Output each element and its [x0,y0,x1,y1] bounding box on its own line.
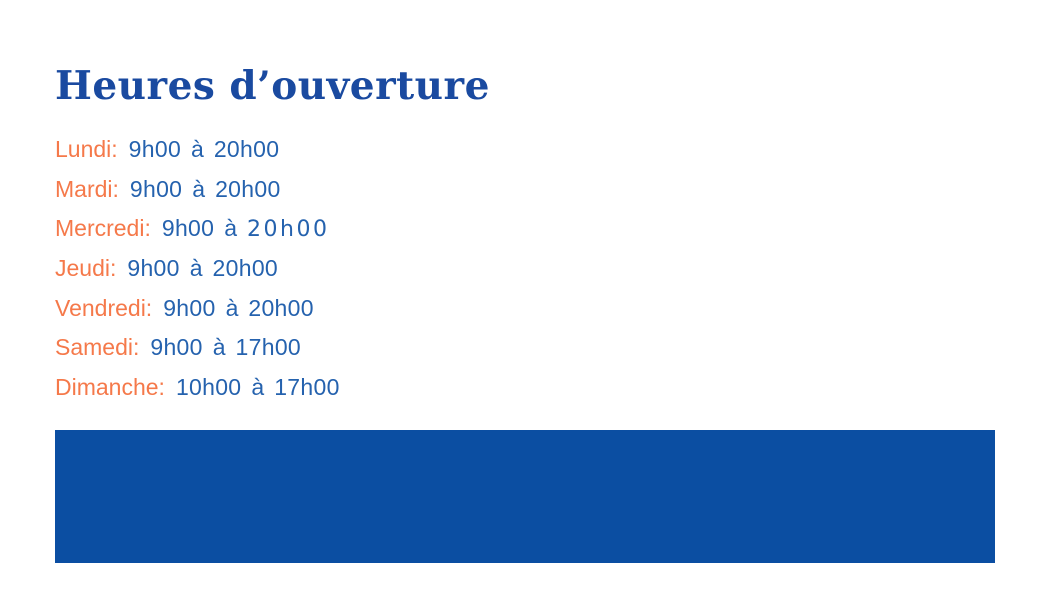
close-time: 17h00 [235,334,302,361]
open-time: 9h00 [163,294,216,321]
day-label: Samedi: [55,334,140,361]
opening-hours-list: Lundi: 9h00 à 20h00 Mardi: 9h00 à 20h00 Mercre… [55,130,340,408]
hours-row-mercredi: Mercredi: 9h00 à 20h00 [55,209,340,249]
hours-row-vendredi: Vendredi: 9h00 à 20h00 [55,289,340,329]
close-time: 20h00 [212,255,279,282]
time-separator: à [191,136,204,162]
day-label: Mercredi: [55,215,151,242]
close-time: 20h00 [215,175,281,202]
hours-row-samedi: Samedi: 9h00 à 17h00 [55,328,340,368]
time-separator: à [225,294,239,321]
day-label: Jeudi: [55,255,117,282]
hours-row-mardi: Mardi: 9h00 à 20h00 [55,170,340,210]
open-time: 10h00 [175,374,242,401]
page-title: Heures d’ouverture [55,63,490,109]
day-label: Dimanche: [55,374,165,401]
close-time: 20h00 [213,136,280,162]
open-time: 9h00 [129,175,183,202]
time-separator: à [212,334,226,361]
time-separator: à [224,215,238,242]
open-time: 9h00 [128,136,182,162]
hours-row-dimanche: Dimanche: 10h00 à 17h00 [55,368,340,408]
day-label: Mardi: [55,175,119,202]
close-time: 20h00 [247,217,330,243]
footer-banner [55,430,995,563]
hours-row-jeudi: Jeudi: 9h00 à 20h00 [55,249,340,289]
open-time: 9h00 [127,255,180,282]
open-time: 9h00 [161,215,215,242]
hours-row-lundi: Lundi: 9h00 à 20h00 [55,130,340,170]
time-separator: à [251,374,265,401]
open-time: 9h00 [150,334,203,361]
day-label: Lundi: [55,136,118,162]
time-separator: à [192,175,206,202]
close-time: 20h00 [248,294,314,321]
time-separator: à [189,255,203,282]
day-label: Vendredi: [55,294,153,321]
close-time: 17h00 [274,374,340,401]
